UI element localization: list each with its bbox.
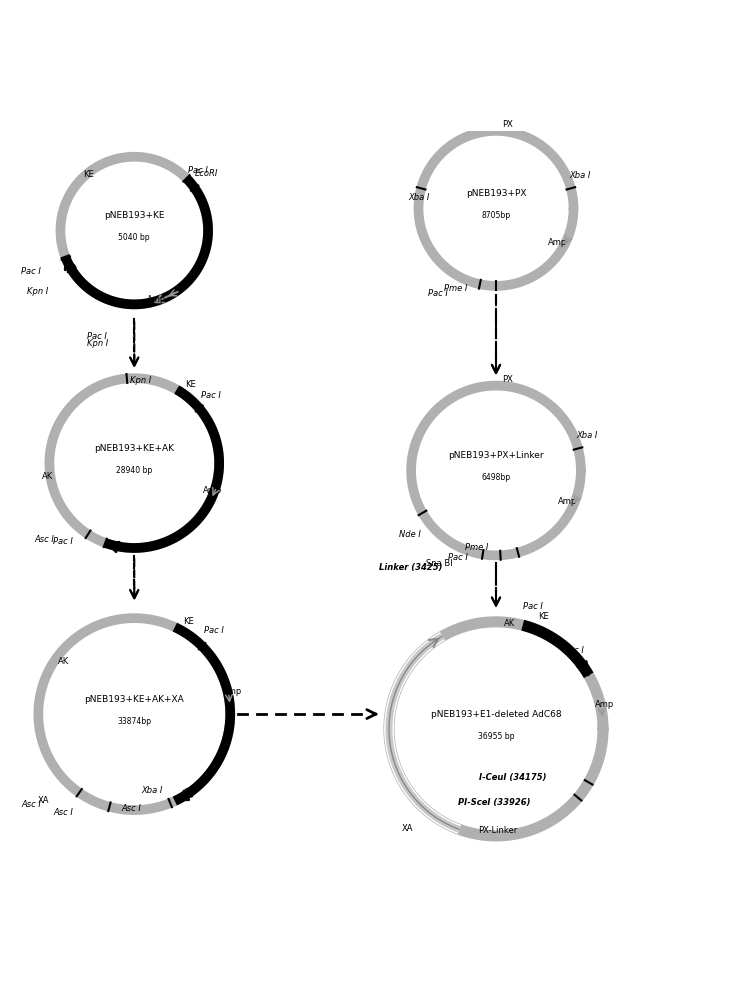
Text: PI-SceI (33926): PI-SceI (33926) <box>458 798 530 807</box>
Text: Pme I: Pme I <box>465 543 488 552</box>
Text: 8705bp: 8705bp <box>482 211 511 220</box>
Text: XA: XA <box>38 796 50 805</box>
Text: Asc I: Asc I <box>21 800 41 809</box>
Text: Xba I: Xba I <box>570 171 591 180</box>
Text: pNEB193+E1-deleted AdC68: pNEB193+E1-deleted AdC68 <box>431 710 562 719</box>
Text: Pac I: Pac I <box>53 537 73 546</box>
Text: Amp: Amp <box>222 687 242 696</box>
Text: Sna BI: Sna BI <box>425 559 452 568</box>
Text: Pac I: Pac I <box>21 267 41 276</box>
Text: Amp: Amp <box>595 700 614 709</box>
Text: PX-Linker: PX-Linker <box>478 826 517 835</box>
Text: Xba I: Xba I <box>408 193 430 202</box>
Text: 36955 bp: 36955 bp <box>478 732 514 741</box>
Text: AK: AK <box>504 619 515 628</box>
Text: Pac I: Pac I <box>522 602 542 611</box>
Text: 28940 bp: 28940 bp <box>116 466 153 475</box>
Text: Xba I: Xba I <box>142 786 163 795</box>
Text: Pac I: Pac I <box>428 289 448 298</box>
Text: Xba I: Xba I <box>576 431 598 440</box>
Text: KE: KE <box>84 170 94 179</box>
Text: 5040 bp: 5040 bp <box>119 233 150 242</box>
Text: pNEB193+KE: pNEB193+KE <box>104 211 165 220</box>
Text: XA: XA <box>402 824 413 833</box>
Text: Kpn I: Kpn I <box>87 339 108 348</box>
Text: I-CeuI (34175): I-CeuI (34175) <box>479 773 546 782</box>
Text: Pme I: Pme I <box>444 284 467 293</box>
Text: 6498bp: 6498bp <box>482 473 511 482</box>
Text: Kpn I: Kpn I <box>130 376 152 385</box>
Text: Asc I: Asc I <box>34 535 54 544</box>
Text: Pac I: Pac I <box>87 332 107 341</box>
Text: PX: PX <box>502 120 513 129</box>
Text: Kpn I: Kpn I <box>27 287 47 296</box>
Text: Pac I: Pac I <box>204 626 224 635</box>
Text: Nde I: Nde I <box>399 530 421 539</box>
Text: KE: KE <box>538 612 549 621</box>
Text: Pac I: Pac I <box>188 166 208 175</box>
Text: Linker (3425): Linker (3425) <box>379 563 442 572</box>
Text: pNEB193+PX: pNEB193+PX <box>466 189 526 198</box>
Text: Asc I: Asc I <box>122 804 142 813</box>
Text: EcoRI: EcoRI <box>196 169 219 178</box>
Text: Pac I: Pac I <box>564 646 584 655</box>
Text: Amp: Amp <box>548 238 567 247</box>
Text: KE: KE <box>183 617 193 626</box>
Text: Pac I: Pac I <box>448 553 468 562</box>
Text: Amp: Amp <box>147 295 167 304</box>
Text: AK: AK <box>58 657 69 666</box>
Text: Amp: Amp <box>557 497 576 506</box>
Text: pNEB193+KE+AK: pNEB193+KE+AK <box>94 444 174 453</box>
Text: KE: KE <box>185 380 196 389</box>
Text: Asc I: Asc I <box>53 808 73 817</box>
Text: Amp: Amp <box>203 486 222 495</box>
Text: AK: AK <box>41 472 53 481</box>
Text: PX: PX <box>502 375 513 384</box>
Text: 33874bp: 33874bp <box>117 717 151 726</box>
Text: pNEB193+PX+Linker: pNEB193+PX+Linker <box>448 451 544 460</box>
Text: Pac I: Pac I <box>202 391 221 400</box>
Text: pNEB193+KE+AK+XA: pNEB193+KE+AK+XA <box>84 695 185 704</box>
